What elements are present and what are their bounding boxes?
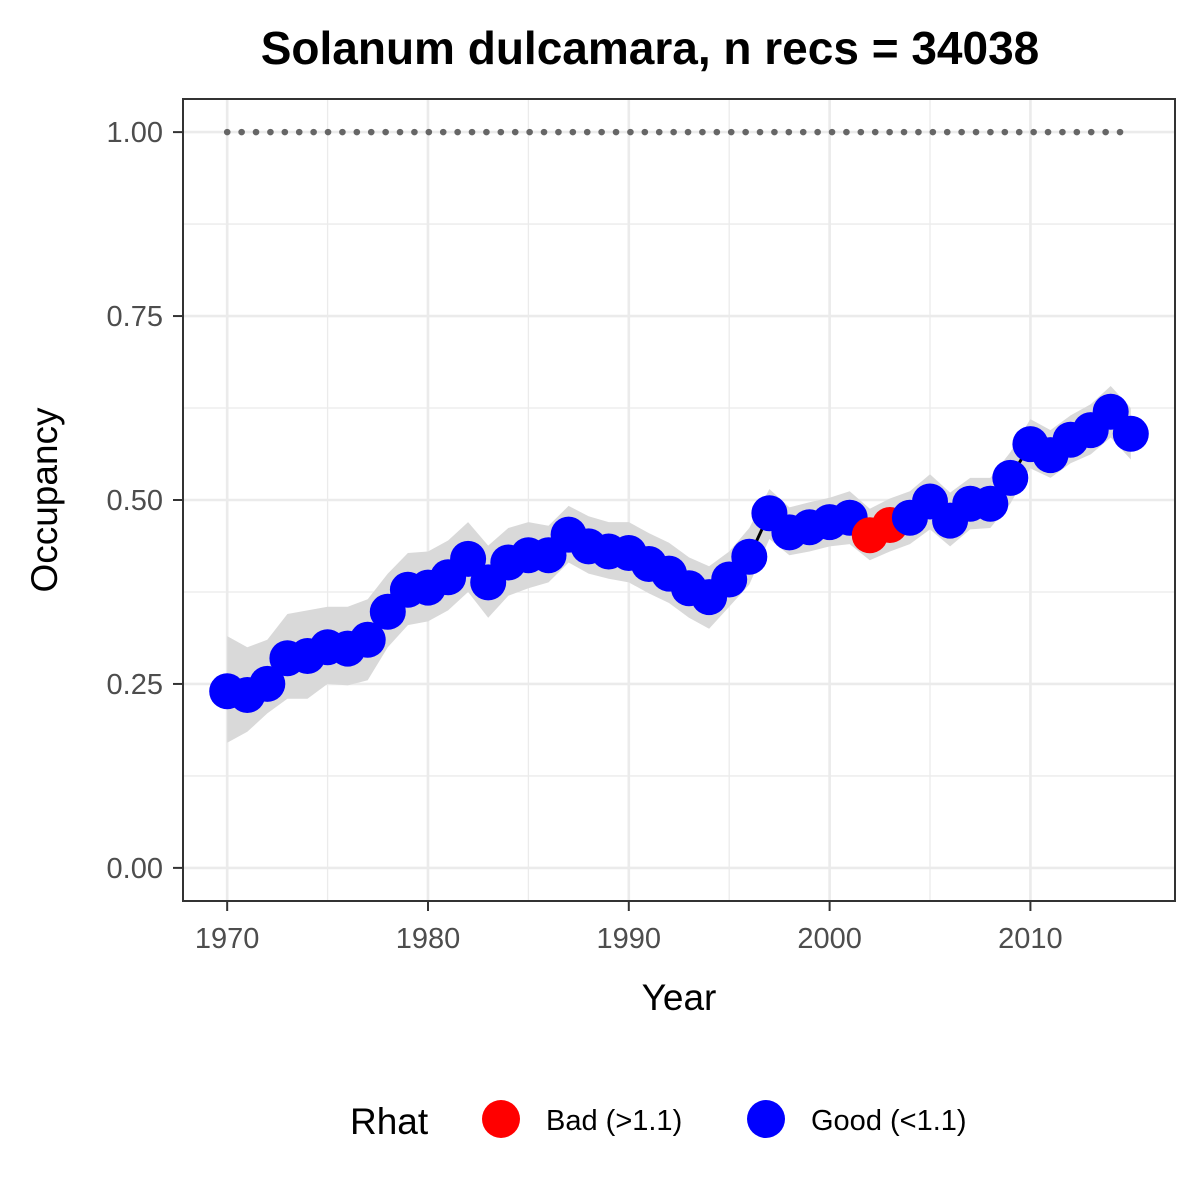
x-tick-label: 2000 [797,923,862,955]
data-point [1112,415,1149,452]
x-tick-label: 2010 [998,923,1063,955]
y-tick-label: 0.25 [107,669,163,701]
x-axis: 1970 1980 1990 2000 2010 [195,901,1063,955]
legend-bad-label: Bad (>1.1) [546,1105,682,1137]
y-axis: 0.00 0.25 0.50 0.75 1.00 [107,117,183,885]
x-tick-label: 1970 [195,923,260,955]
y-tick-label: 0.75 [107,301,163,333]
legend-title: Rhat [350,1101,429,1142]
data-point [349,621,386,658]
x-tick-label: 1990 [597,923,662,955]
y-axis-title: Occupancy [24,407,65,593]
grid-lines [183,99,1175,901]
legend-good-swatch [747,1100,785,1138]
x-axis-title: Year [642,977,717,1018]
y-tick-label: 1.00 [107,117,163,149]
chart-title: Solanum dulcamara, n recs = 34038 [261,22,1040,74]
data-point [450,540,487,577]
data-points [209,393,1149,713]
data-point [972,485,1009,522]
y-tick-label: 0.50 [107,485,163,517]
data-point [731,538,768,575]
x-tick-label: 1980 [396,923,461,955]
legend: Rhat Bad (>1.1) Good (<1.1) [350,1100,967,1142]
legend-good-label: Good (<1.1) [811,1105,967,1137]
legend-bad-swatch [482,1100,520,1138]
data-point [249,665,286,702]
y-tick-label: 0.00 [107,853,163,885]
data-point [992,459,1029,496]
